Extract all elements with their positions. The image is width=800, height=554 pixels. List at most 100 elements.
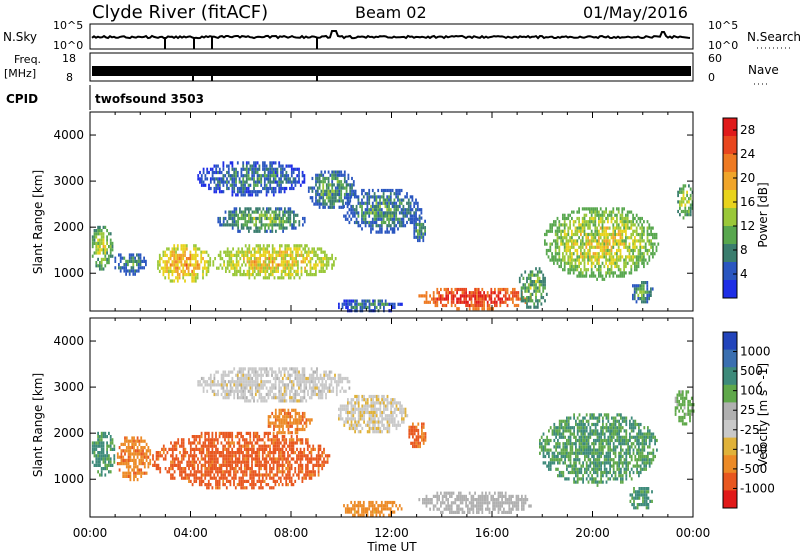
heatmap-cell [127, 446, 130, 450]
heatmap-cell [253, 399, 255, 403]
heatmap-cell [639, 248, 642, 253]
heatmap-cell [571, 210, 573, 214]
heatmap-cell [272, 441, 275, 445]
heatmap-cell [596, 229, 598, 233]
heatmap-cell [589, 255, 591, 259]
heatmap-cell [290, 435, 293, 439]
heatmap-cell [284, 207, 286, 211]
heatmap-cell [267, 421, 270, 425]
heatmap-cell [175, 457, 178, 461]
heatmap-cell [306, 457, 309, 461]
heatmap-cell [122, 474, 125, 478]
heatmap-cell [246, 213, 248, 217]
heatmap-cell [231, 451, 234, 455]
heatmap-cell [251, 454, 253, 458]
heatmap-cell [274, 421, 277, 425]
heatmap-cell [331, 180, 334, 184]
heatmap-cell [274, 392, 277, 397]
heatmap-cell [336, 176, 339, 181]
heatmap-cell [311, 189, 314, 193]
heatmap-cell [255, 260, 258, 264]
heatmap-cell [418, 238, 421, 243]
heatmap-cell [352, 183, 355, 187]
heatmap-cell [166, 269, 168, 273]
heatmap-cell [185, 273, 188, 277]
heatmap-cell [260, 380, 263, 384]
heatmap-cell [236, 483, 239, 487]
heatmap-cell [398, 211, 401, 215]
heatmap-cell [585, 274, 588, 278]
heatmap-cell [258, 476, 261, 480]
heatmap-cell [294, 411, 297, 416]
heatmap-cell [374, 305, 376, 310]
heatmap-cell [648, 239, 651, 243]
heatmap-cell [415, 198, 417, 202]
heatmap-cell [198, 451, 201, 455]
heatmap-cell [202, 389, 205, 393]
heatmap-cell [255, 244, 258, 248]
heatmap-cell [301, 370, 304, 374]
heatmap-cell [294, 431, 297, 435]
heatmap-cell [297, 247, 299, 251]
heatmap-cell [288, 479, 291, 483]
heatmap-cell [377, 299, 380, 303]
heatmap-cell [587, 223, 589, 227]
heatmap-cell [569, 226, 571, 230]
heatmap-cell [436, 291, 439, 295]
heatmap-cell [283, 454, 286, 458]
heatmap-cell [245, 167, 248, 171]
heatmap-cell [373, 204, 376, 209]
heatmap-cell [249, 476, 252, 480]
heatmap-cell [248, 216, 250, 221]
heatmap-cell [287, 421, 290, 425]
heatmap-cell [395, 195, 398, 199]
heatmap-cell [637, 232, 640, 237]
heatmap-cell [292, 421, 295, 425]
heatmap-cell [303, 473, 306, 477]
heatmap-cell [271, 263, 274, 267]
heatmap-cell [225, 486, 228, 490]
heatmap-cell [220, 386, 223, 390]
heatmap-cell [168, 467, 171, 471]
heatmap-cell [641, 252, 643, 256]
heatmap-cell [565, 242, 568, 246]
heatmap-cell [287, 180, 290, 184]
heatmap-cell [196, 263, 199, 267]
heatmap-cell [278, 210, 281, 214]
heatmap-cell [137, 256, 140, 260]
heatmap-cell [253, 164, 255, 168]
heatmap-cell [596, 226, 598, 230]
heatmap-cell [127, 471, 130, 475]
heatmap-cell [209, 167, 212, 171]
heatmap-cell [260, 447, 262, 451]
heatmap-cell [247, 463, 250, 467]
heatmap-cell [526, 286, 528, 290]
heatmap-cell [184, 454, 187, 458]
heatmap-cell [301, 396, 304, 400]
heatmap-cell [686, 190, 688, 194]
heatmap-cell [592, 271, 595, 275]
heatmap-cell [247, 370, 250, 374]
heatmap-cell [240, 389, 243, 393]
heatmap-cell [361, 201, 363, 205]
heatmap-cell [299, 373, 302, 377]
heatmap-cell [284, 220, 286, 224]
heatmap-cell [274, 444, 277, 448]
heatmap-cell [202, 269, 204, 273]
heatmap-cell [315, 463, 318, 467]
heatmap-cell [495, 294, 498, 298]
heatmap-cell [265, 473, 268, 477]
heatmap-cell [113, 460, 116, 464]
heatmap-cell [402, 211, 405, 215]
heatmap-cell [231, 180, 234, 184]
heatmap-cell [215, 460, 217, 464]
heatmap-cell [594, 220, 597, 224]
heatmap-cell [227, 431, 230, 435]
heatmap-cell [580, 261, 582, 265]
heatmap-cell [217, 164, 219, 168]
heatmap-cell [301, 454, 304, 458]
heatmap-cell [300, 250, 303, 254]
heatmap-cell [245, 174, 248, 178]
heatmap-cell [137, 266, 140, 270]
heatmap-cell [227, 174, 230, 178]
